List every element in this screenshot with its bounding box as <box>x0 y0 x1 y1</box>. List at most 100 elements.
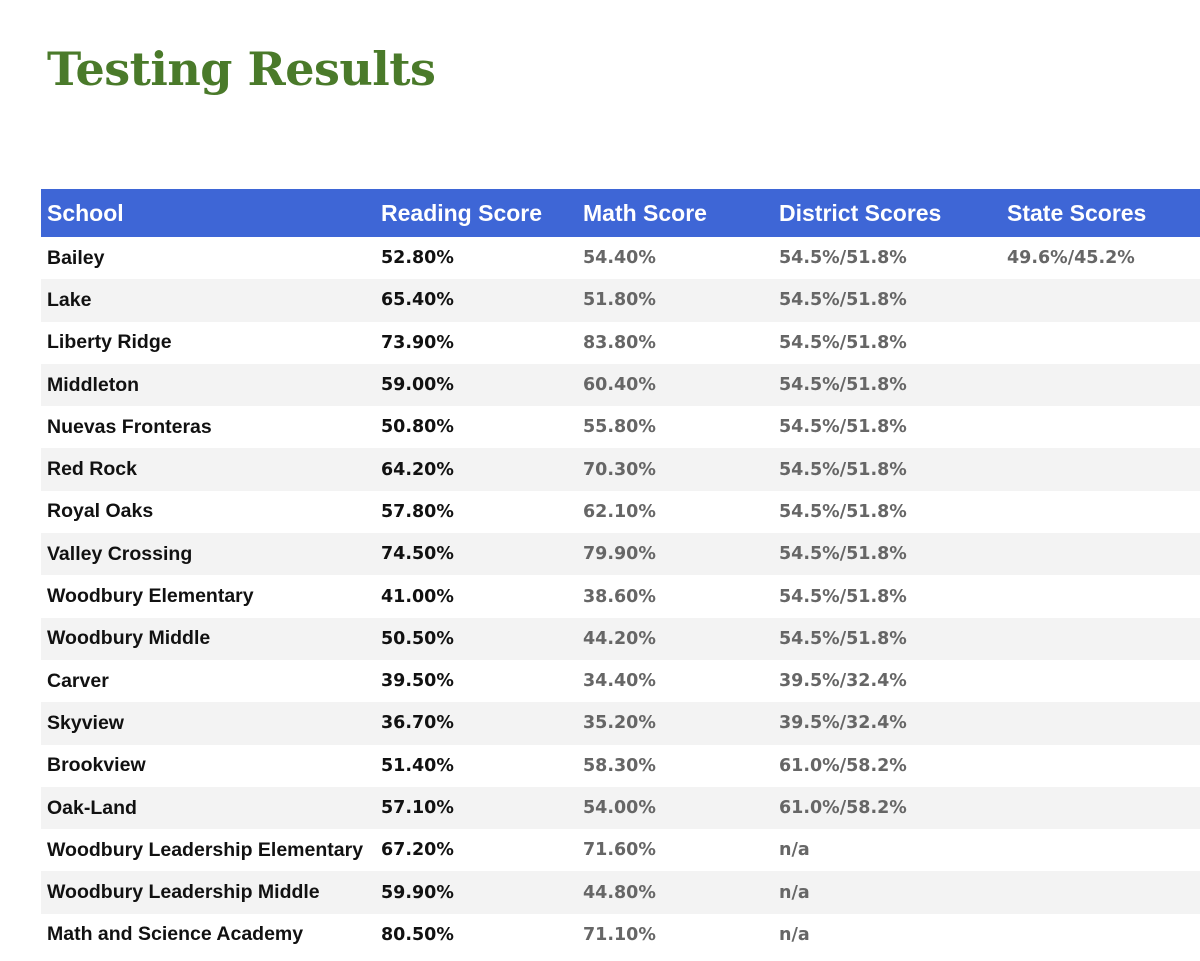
district-scores-cell: 61.0%/58.2% <box>773 744 1001 787</box>
state-scores-cell <box>1001 575 1200 618</box>
district-scores-cell: 54.5%/51.8% <box>773 363 1001 407</box>
school-name-cell: Nuevas Fronteras <box>41 406 375 449</box>
math-score-cell: 44.80% <box>577 871 773 914</box>
district-scores-cell: 54.5%/51.8% <box>773 321 1001 364</box>
state-scores-cell <box>1001 279 1200 322</box>
math-score-cell: 55.80% <box>577 406 773 449</box>
school-name-cell: Carver <box>41 659 375 703</box>
results-table: School Reading Score Math Score District… <box>41 189 1200 957</box>
reading-score-cell: 39.50% <box>375 659 577 703</box>
school-name-cell: Lake <box>41 279 375 322</box>
table-row: Woodbury Leadership Middle 59.90% 44.80% n/… <box>41 871 1200 914</box>
math-score-cell: 83.80% <box>577 321 773 364</box>
reading-score-cell: 73.90% <box>375 321 577 364</box>
reading-score-cell: 59.90% <box>375 871 577 914</box>
school-name-cell: Oak-Land <box>41 786 375 830</box>
table-row: Woodbury Leadership Elementary 67.20% 71.6… <box>41 829 1200 872</box>
school-name-cell: Liberty Ridge <box>41 321 375 364</box>
school-name-cell: Brookview <box>41 744 375 787</box>
reading-score-cell: 74.50% <box>375 533 577 576</box>
math-score-cell: 51.80% <box>577 279 773 322</box>
school-name-cell: Middleton <box>41 363 375 407</box>
table-row: Math and Science Academy 80.50% 71.10% n/a <box>41 913 1200 957</box>
district-scores-cell: n/a <box>773 871 1001 914</box>
district-scores-cell: 54.5%/51.8% <box>773 617 1001 660</box>
district-scores-cell: 54.5%/51.8% <box>773 490 1001 534</box>
reading-score-cell: 36.70% <box>375 702 577 745</box>
district-scores-cell: 54.5%/51.8% <box>773 406 1001 449</box>
state-scores-cell: 49.6%/45.2% <box>1001 237 1200 280</box>
table-row: Red Rock 64.20% 70.30% 54.5%/51.8% <box>41 448 1200 491</box>
district-scores-cell: n/a <box>773 913 1001 957</box>
table-row: Liberty Ridge 73.90% 83.80% 54.5%/51.8% <box>41 321 1200 364</box>
school-name-cell: Woodbury Leadership Elementary <box>41 829 375 872</box>
page-title: Testing Results <box>47 42 436 96</box>
state-scores-cell <box>1001 744 1200 787</box>
school-name-cell: Royal Oaks <box>41 490 375 534</box>
district-scores-cell: n/a <box>773 829 1001 872</box>
school-name-cell: Woodbury Middle <box>41 617 375 660</box>
state-scores-cell <box>1001 702 1200 745</box>
math-score-cell: 79.90% <box>577 533 773 576</box>
table-row: Lake 65.40% 51.80% 54.5%/51.8% <box>41 279 1200 322</box>
math-score-cell: 38.60% <box>577 575 773 618</box>
district-scores-cell: 39.5%/32.4% <box>773 659 1001 703</box>
table-body: Bailey 52.80% 54.40% 54.5%/51.8% 49.6%/45.2%… <box>41 237 1200 957</box>
state-scores-cell <box>1001 829 1200 872</box>
header-state-scores: State Scores <box>1001 189 1200 237</box>
table-row: Brookview 51.40% 58.30% 61.0%/58.2% <box>41 744 1200 787</box>
district-scores-cell: 54.5%/51.8% <box>773 279 1001 322</box>
reading-score-cell: 64.20% <box>375 448 577 491</box>
math-score-cell: 62.10% <box>577 490 773 534</box>
table-row: Nuevas Fronteras 50.80% 55.80% 54.5%/51.8% <box>41 406 1200 449</box>
district-scores-cell: 54.5%/51.8% <box>773 575 1001 618</box>
table-row: Carver 39.50% 34.40% 39.5%/32.4% <box>41 659 1200 703</box>
school-name-cell: Red Rock <box>41 448 375 491</box>
school-name-cell: Skyview <box>41 702 375 745</box>
math-score-cell: 60.40% <box>577 363 773 407</box>
school-name-cell: Bailey <box>41 237 375 280</box>
reading-score-cell: 50.80% <box>375 406 577 449</box>
district-scores-cell: 54.5%/51.8% <box>773 237 1001 280</box>
math-score-cell: 54.00% <box>577 786 773 830</box>
state-scores-cell <box>1001 490 1200 534</box>
math-score-cell: 54.40% <box>577 237 773 280</box>
reading-score-cell: 57.10% <box>375 786 577 830</box>
header-school: School <box>41 189 375 237</box>
school-name-cell: Woodbury Elementary <box>41 575 375 618</box>
math-score-cell: 34.40% <box>577 659 773 703</box>
header-row: School Reading Score Math Score District… <box>41 189 1200 237</box>
state-scores-cell <box>1001 913 1200 957</box>
state-scores-cell <box>1001 786 1200 830</box>
state-scores-cell <box>1001 406 1200 449</box>
table-row: Bailey 52.80% 54.40% 54.5%/51.8% 49.6%/45.2% <box>41 237 1200 280</box>
reading-score-cell: 57.80% <box>375 490 577 534</box>
table-row: Valley Crossing 74.50% 79.90% 54.5%/51.8% <box>41 533 1200 576</box>
state-scores-cell <box>1001 533 1200 576</box>
district-scores-cell: 39.5%/32.4% <box>773 702 1001 745</box>
district-scores-cell: 61.0%/58.2% <box>773 786 1001 830</box>
state-scores-cell <box>1001 321 1200 364</box>
table-header: School Reading Score Math Score District… <box>41 189 1200 237</box>
header-district-scores: District Scores <box>773 189 1001 237</box>
table-row: Middleton 59.00% 60.40% 54.5%/51.8% <box>41 363 1200 407</box>
table-row: Oak-Land 57.10% 54.00% 61.0%/58.2% <box>41 786 1200 830</box>
table-row: Woodbury Elementary 41.00% 38.60% 54.5%/51.… <box>41 575 1200 618</box>
school-name-cell: Woodbury Leadership Middle <box>41 871 375 914</box>
math-score-cell: 71.60% <box>577 829 773 872</box>
reading-score-cell: 52.80% <box>375 237 577 280</box>
table-row: Royal Oaks 57.80% 62.10% 54.5%/51.8% <box>41 490 1200 534</box>
district-scores-cell: 54.5%/51.8% <box>773 533 1001 576</box>
state-scores-cell <box>1001 659 1200 703</box>
reading-score-cell: 41.00% <box>375 575 577 618</box>
math-score-cell: 71.10% <box>577 913 773 957</box>
header-math-score: Math Score <box>577 189 773 237</box>
reading-score-cell: 80.50% <box>375 913 577 957</box>
math-score-cell: 58.30% <box>577 744 773 787</box>
state-scores-cell <box>1001 448 1200 491</box>
header-reading-score: Reading Score <box>375 189 577 237</box>
school-name-cell: Math and Science Academy <box>41 913 375 957</box>
state-scores-cell <box>1001 871 1200 914</box>
reading-score-cell: 67.20% <box>375 829 577 872</box>
reading-score-cell: 50.50% <box>375 617 577 660</box>
